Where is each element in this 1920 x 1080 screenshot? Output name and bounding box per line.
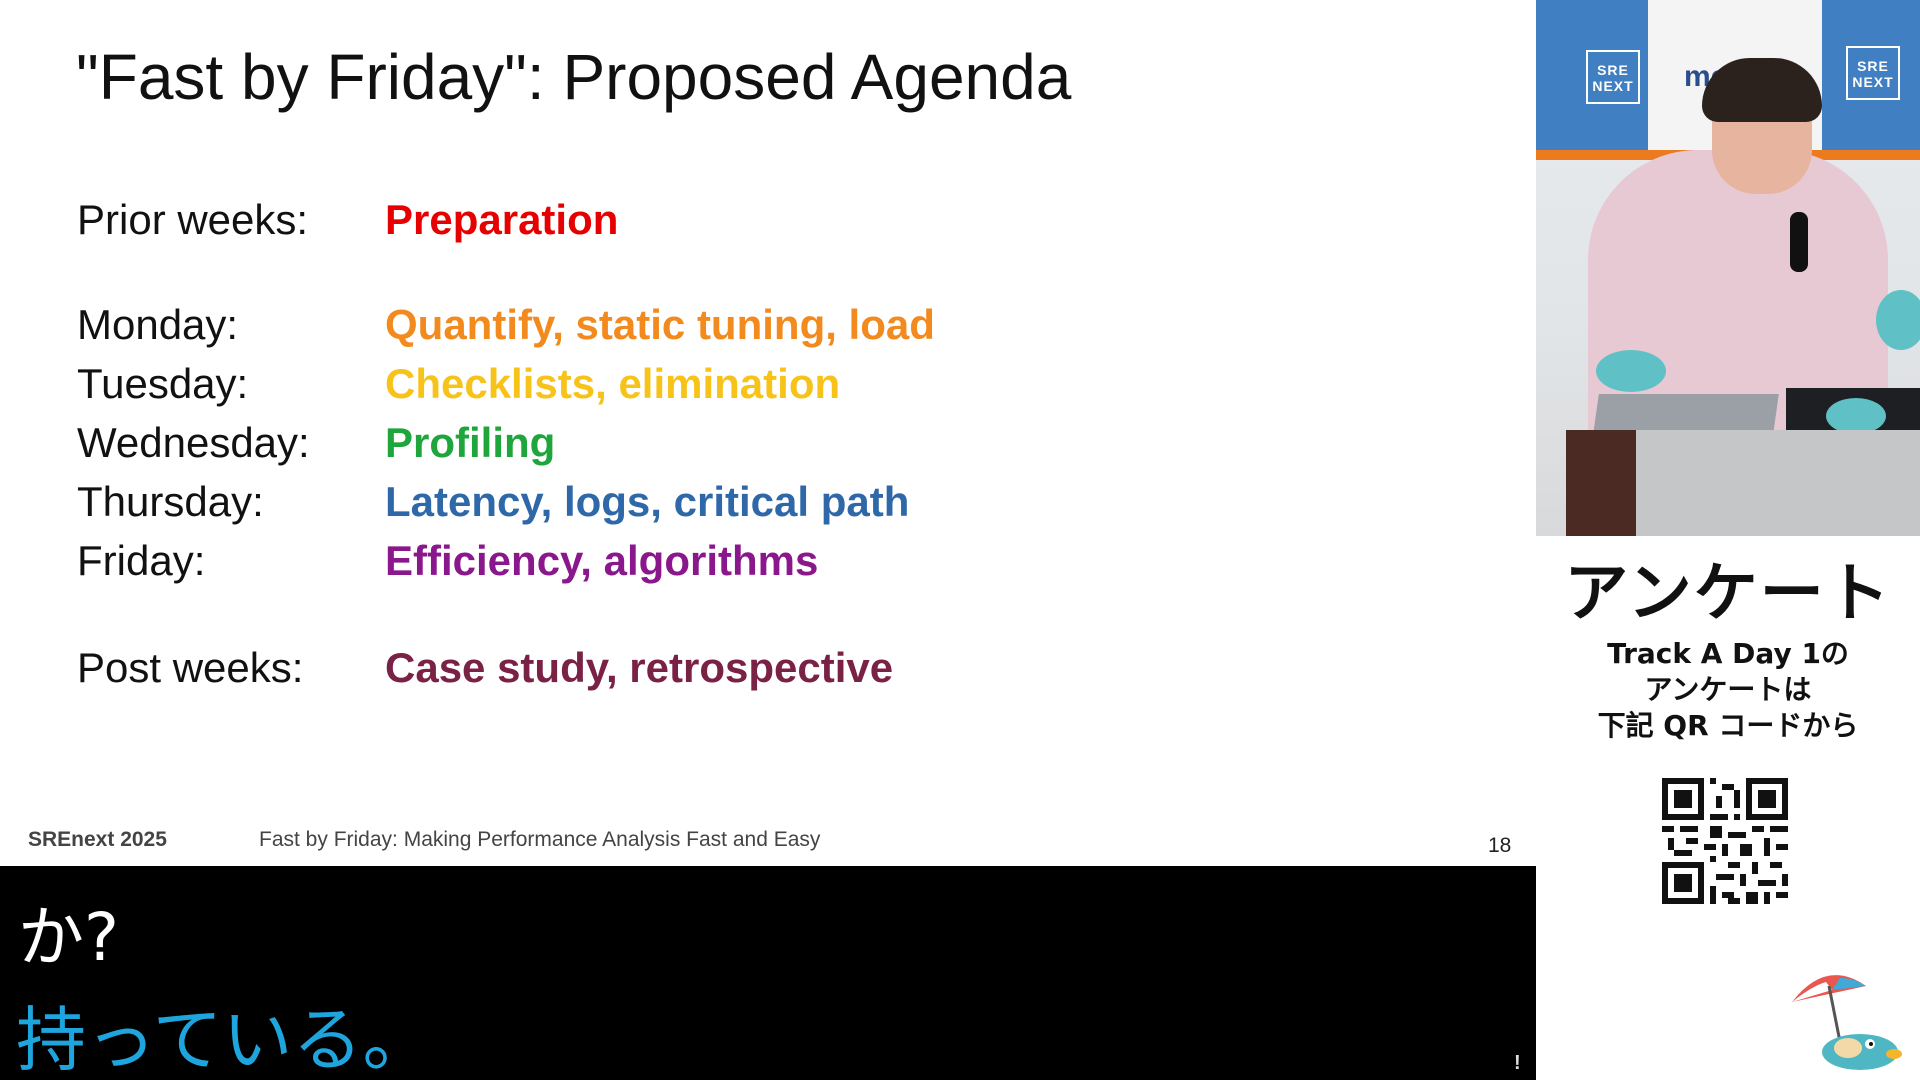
agenda-topic: Profiling (385, 419, 555, 467)
speaker-hair (1702, 58, 1822, 122)
agenda-day: Tuesday: (77, 360, 248, 408)
srenext-logo-icon: SRE NEXT (1586, 50, 1640, 104)
agenda-day: Post weeks: (77, 644, 303, 692)
agenda-day: Monday: (77, 301, 238, 349)
agenda-topic: Preparation (385, 196, 618, 244)
slide-title: "Fast by Friday": Proposed Agenda (76, 40, 1071, 114)
mascot-plush-icon (1596, 350, 1666, 392)
agenda-day: Prior weeks: (77, 196, 308, 244)
microphone-icon (1790, 212, 1808, 272)
subtitle-line-2: 持っている。 (16, 984, 433, 1080)
survey-panel: アンケート Track A Day 1の アンケートは 下記 QR コードから (1536, 536, 1920, 1080)
mascot-plush-icon (1876, 290, 1920, 350)
more-indicator-icon: ! (1514, 1052, 1520, 1072)
agenda-topic: Checklists, elimination (385, 360, 840, 408)
agenda-row-prior-weeks: Prior weeks: Preparation (77, 196, 1377, 256)
subtitle-bar: か? 持っている。 ! (0, 866, 1536, 1080)
footer-talk-title: Fast by Friday: Making Performance Analy… (259, 828, 820, 852)
agenda-day: Friday: (77, 537, 205, 585)
speaker-camera-feed: SRE NEXT SRE NEXT me (1536, 0, 1920, 536)
agenda-row-tuesday: Tuesday: Checklists, elimination (77, 360, 1377, 420)
footer-event: SREnext 2025 (28, 828, 167, 852)
survey-text-line: Track A Day 1の (1536, 632, 1920, 672)
agenda-row-friday: Friday: Efficiency, algorithms (77, 537, 1377, 597)
agenda-topic: Efficiency, algorithms (385, 537, 818, 585)
agenda-row-thursday: Thursday: Latency, logs, critical path (77, 478, 1377, 538)
mascot-umbrella-icon (1782, 956, 1902, 1074)
laptop (1593, 394, 1779, 434)
mascot-plush-icon (1826, 398, 1886, 434)
agenda-day: Wednesday: (77, 419, 310, 467)
survey-text-line: 下記 QR コードから (1536, 704, 1920, 744)
agenda-row-post-weeks: Post weeks: Case study, retrospective (77, 644, 1377, 704)
srenext-logo-icon: SRE NEXT (1846, 46, 1900, 100)
podium-side (1566, 430, 1636, 536)
agenda-row-wednesday: Wednesday: Profiling (77, 419, 1377, 479)
survey-title: アンケート (1536, 542, 1920, 634)
presentation-slide: "Fast by Friday": Proposed Agenda Prior … (0, 0, 1536, 866)
agenda-topic: Latency, logs, critical path (385, 478, 909, 526)
agenda-topic: Case study, retrospective (385, 644, 893, 692)
subtitle-line-1: か? (18, 884, 119, 980)
agenda-row-monday: Monday: Quantify, static tuning, load (77, 301, 1377, 361)
survey-text-line: アンケートは (1536, 668, 1920, 708)
slide-page-number: 18 (1488, 834, 1511, 858)
agenda-day: Thursday: (77, 478, 264, 526)
agenda-topic: Quantify, static tuning, load (385, 301, 935, 349)
survey-qr-code[interactable] (1662, 778, 1788, 904)
